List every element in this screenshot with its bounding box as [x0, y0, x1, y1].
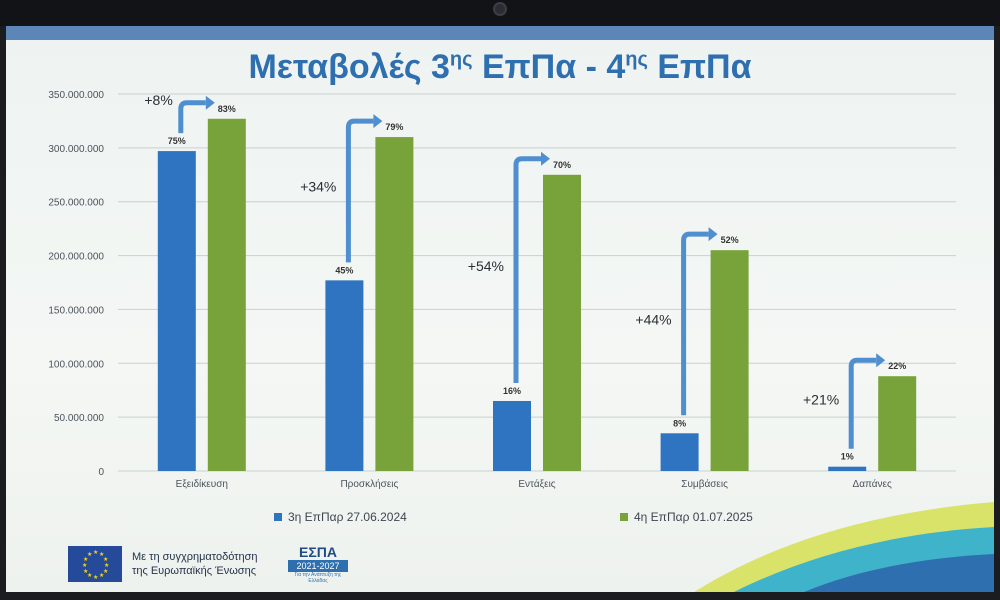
- change-arrow: [345, 118, 374, 263]
- bar: [878, 376, 917, 471]
- y-tick-label: 300.000.000: [48, 144, 104, 155]
- data-label: 79%: [385, 122, 403, 132]
- change-label: +34%: [300, 179, 336, 195]
- bar: [660, 433, 699, 471]
- change-arrow-head: [708, 227, 718, 242]
- svg-text:★: ★: [103, 568, 108, 575]
- change-label: +44%: [635, 312, 671, 328]
- bar: [493, 400, 531, 471]
- change-label: +21%: [803, 391, 839, 407]
- y-tick-label: 350.000.000: [48, 90, 104, 101]
- y-tick-label: 200.000.000: [48, 252, 104, 263]
- y-tick-label: 150.000.000: [48, 305, 104, 316]
- svg-text:★: ★: [87, 551, 92, 558]
- legend-label: 4η ΕπΠαρ 01.07.2025: [634, 510, 753, 524]
- data-label: 70%: [553, 160, 571, 170]
- y-tick-label: 100.000.000: [48, 359, 104, 370]
- monitor-bezel: [0, 0, 1000, 26]
- svg-text:★: ★: [83, 556, 88, 563]
- y-tick-label: 50.000.000: [54, 413, 104, 424]
- change-arrow: [848, 357, 877, 449]
- legend-item-series-2: 4η ΕπΠαρ 01.07.2025: [620, 510, 753, 524]
- x-tick-label: Εξειδίκευση: [176, 478, 228, 490]
- bar: [375, 137, 414, 471]
- svg-text:★: ★: [104, 562, 109, 569]
- decorative-swoosh: [694, 502, 994, 592]
- change-label: +8%: [144, 92, 172, 108]
- chart-title: Μεταβολές 3ης ΕπΠα - 4ης ΕπΠα: [248, 48, 752, 86]
- legend-label: 3η ΕπΠαρ 27.06.2024: [288, 510, 407, 524]
- change-arrow: [681, 231, 709, 416]
- bar: [157, 151, 196, 471]
- svg-text:★: ★: [103, 556, 108, 563]
- slide-screen: Μεταβολές 3ης ΕπΠα - 4ης ΕπΠα 0 50.000.00…: [6, 26, 994, 592]
- y-tick-label: 250.000.000: [48, 198, 104, 209]
- change-label: +54%: [468, 258, 504, 274]
- svg-text:★: ★: [99, 551, 104, 558]
- change-arrow-head: [373, 114, 383, 129]
- data-label: 83%: [218, 104, 236, 114]
- data-label: 52%: [721, 235, 739, 245]
- svg-text:★: ★: [87, 572, 92, 579]
- change-arrow-head: [876, 353, 886, 368]
- eu-flag-icon: ★ ★ ★ ★ ★ ★ ★ ★ ★ ★ ★ ★: [68, 546, 122, 582]
- funding-logos: ★ ★ ★ ★ ★ ★ ★ ★ ★ ★ ★ ★ Με τη συγχρηματοδότηση τ…: [68, 544, 348, 584]
- webcam-icon: [493, 2, 507, 16]
- x-tick-label: Συμβάσεις: [681, 478, 728, 490]
- change-arrow: [178, 100, 206, 134]
- espa-logo: ΕΣΠΑ 2021-2027 Για την Ανάπτυξη της Ελλά…: [288, 544, 348, 584]
- change-arrow-head: [205, 95, 215, 110]
- svg-text:★: ★: [99, 572, 104, 579]
- y-tick-label: 0: [98, 467, 104, 478]
- x-tick-label: Προσκλήσεις: [340, 478, 398, 490]
- data-label: 45%: [335, 265, 353, 275]
- change-arrow-head: [541, 151, 550, 166]
- svg-text:★: ★: [93, 549, 98, 556]
- x-tick-label: Εντάξεις: [518, 478, 555, 490]
- bar-chart: 0 50.000.000 100.000.000 150.000.000 200.000…: [48, 90, 956, 490]
- bar: [710, 250, 749, 471]
- data-label: 22%: [888, 361, 906, 371]
- x-tick-label: Δαπάνες: [853, 478, 892, 490]
- eu-cofunding-text: Με τη συγχρηματοδότηση της Ευρωπαϊκής Έν…: [132, 551, 258, 577]
- data-label: 75%: [168, 136, 186, 146]
- change-arrow: [513, 156, 541, 383]
- slide-top-bar: [6, 26, 994, 40]
- legend-swatch: [274, 513, 282, 521]
- data-label: 16%: [503, 386, 521, 396]
- data-label: 8%: [673, 418, 686, 428]
- legend-item-series-1: 3η ΕπΠαρ 27.06.2024: [274, 510, 407, 524]
- bar: [207, 118, 246, 471]
- bar: [828, 466, 867, 471]
- svg-text:★: ★: [82, 562, 87, 569]
- legend-swatch: [620, 513, 628, 521]
- data-label: 1%: [841, 452, 854, 462]
- svg-text:★: ★: [83, 568, 88, 575]
- bar: [543, 174, 581, 472]
- bar: [325, 280, 364, 471]
- svg-text:★: ★: [93, 574, 98, 581]
